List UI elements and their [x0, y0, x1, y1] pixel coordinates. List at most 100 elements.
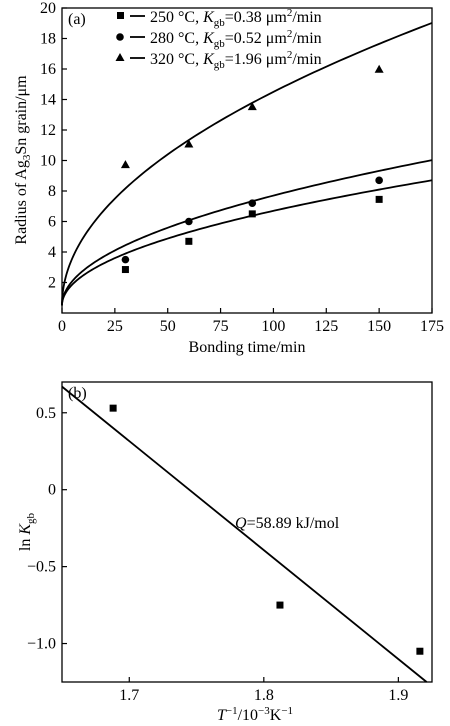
data-point-series-2 [120, 160, 130, 169]
activation-energy-annotation: Q=58.89 kJ/mol [235, 515, 340, 532]
panel-a-data-points [120, 64, 384, 274]
panel-a-y-tick-label: 14 [40, 92, 56, 109]
panel-a-y-tick-label: 20 [40, 0, 56, 17]
x-label-k: K [270, 707, 282, 724]
data-point-series-2 [184, 139, 194, 148]
legend-name-280: 280 °C [150, 30, 195, 47]
legend-k-symbol-320: K [202, 51, 215, 68]
data-point-series-0 [121, 266, 129, 274]
panel-b: 1.7 1.8 1.9 0.5 0 −0.5 −1.0 (b) Q=58.89 kJ/mo… [17, 381, 433, 724]
panel-a-y-tick-label: 16 [40, 61, 56, 78]
y-label-part2: Sn grain/μm [13, 75, 30, 155]
legend-k-symbol-250: K [202, 9, 215, 26]
legend-marker-280 [116, 33, 124, 41]
panel-b-frame [61, 381, 433, 683]
legend-sep-320: , [195, 51, 203, 68]
panel-b-x-tick-label: 1.9 [388, 687, 408, 704]
legend-k-value-280: 0.52 [234, 30, 262, 47]
legend-unit-min-320: /min [292, 51, 321, 68]
data-point-series-0 [248, 210, 256, 218]
panel-a-y-tick-label: 12 [40, 122, 56, 139]
legend-eq-250: = [225, 9, 234, 26]
x-label-t: T [217, 707, 227, 724]
panel-a-x-tick-label: 50 [160, 318, 176, 335]
data-point-series-0 [375, 195, 383, 203]
legend-marker-320 [115, 53, 125, 61]
panel-a-x-tick-label: 75 [213, 318, 229, 335]
legend-unit-min-280: /min [292, 30, 321, 47]
y-label-k: K [17, 523, 34, 536]
panel-a-x-tick-label: 100 [261, 318, 285, 335]
panel-a-y-tick-label: 8 [48, 183, 56, 200]
panel-a-y-label: Radius of Ag3Sn grain/μm [13, 75, 33, 245]
legend-name-320: 320 °C [150, 51, 195, 68]
data-point-series-1 [185, 217, 193, 226]
panel-a-y-tick-label: 4 [48, 244, 56, 261]
arrhenius-fit-line [61, 385, 428, 683]
legend-sep-250: , [195, 9, 203, 26]
y-label-ln: ln [17, 535, 34, 551]
x-label-sup2: −3 [258, 705, 270, 717]
panel-a-x-tick-label: 150 [367, 318, 391, 335]
legend-label-320: 320 °C, Kgb=1.96 μm2/min [150, 49, 322, 71]
y-label-sub: 3 [21, 154, 33, 160]
annotation-q-symbol: Q [235, 515, 247, 532]
legend-unit-sup-250: 2 [287, 7, 293, 19]
data-point-series-0 [185, 237, 193, 245]
panel-b-data-points [109, 404, 424, 655]
legend-unit-280: μm [262, 30, 288, 47]
panel-a-x-label: Bonding time/min [189, 339, 306, 356]
legend-marker-250 [117, 12, 124, 19]
panel-a-y-tick-label: 10 [40, 153, 56, 170]
panel-a-x-tick-label: 0 [58, 318, 66, 335]
panel-b-y-tick-label: 0.5 [36, 405, 56, 422]
panel-b-y-label: ln Kgb [17, 512, 37, 551]
y-label-part1: Radius of Ag [13, 160, 30, 244]
legend-label-250: 250 °C, Kgb=0.38 μm2/min [150, 7, 322, 29]
legend-k-symbol-280: K [202, 30, 215, 47]
panel-a-tag: (a) [68, 11, 86, 28]
fit-curve-series-0 [61, 179, 433, 306]
legend-unit-sup-280: 2 [287, 28, 293, 40]
panel-a-y-ticks: 2 4 6 8 10 12 14 16 18 20 [40, 0, 67, 292]
panel-b-x-tick-label: 1.7 [119, 687, 139, 704]
legend-k-value-320: 1.96 [234, 51, 262, 68]
legend-name-250: 250 °C [150, 9, 195, 26]
legend-sep-280: , [195, 30, 203, 47]
x-label-mid: /10 [238, 707, 258, 724]
panel-b-x-ticks: 1.7 1.8 1.9 [119, 677, 408, 704]
panel-b-y-tick-label: −0.5 [27, 559, 56, 576]
annotation-value: =58.89 kJ/mol [247, 515, 340, 532]
panel-a-x-tick-label: 25 [107, 318, 123, 335]
panel-a-y-tick-label: 2 [48, 275, 56, 292]
legend-unit-sup-320: 2 [287, 49, 293, 61]
legend-k-sub-250: gb [214, 17, 226, 29]
legend-unit-250: μm [262, 9, 288, 26]
panel-a-fit-curves [61, 22, 433, 306]
x-label-sup1: −1 [226, 705, 238, 717]
fit-curve-series-2 [61, 22, 433, 306]
ln-k-data-point [109, 404, 117, 412]
panel-b-y-ticks: 0.5 0 −0.5 −1.0 [27, 405, 67, 653]
data-point-series-1 [121, 255, 130, 264]
data-point-series-2 [247, 102, 257, 111]
legend-unit-min-250: /min [292, 9, 321, 26]
ln-k-data-point [416, 647, 424, 655]
panel-b-x-tick-label: 1.8 [254, 687, 274, 704]
panel-b-tag: (b) [68, 385, 87, 402]
panel-a: 0 25 50 75 100 125 150 175 2 4 6 8 10 12 14 16 18 20 (a)… [13, 0, 444, 356]
legend-k-sub-320: gb [214, 59, 226, 71]
legend-k-sub-280: gb [214, 38, 226, 50]
ln-k-data-point [276, 601, 284, 609]
panel-a-x-tick-label: 125 [314, 318, 338, 335]
panel-a-x-ticks: 0 25 50 75 100 125 150 175 [58, 308, 444, 335]
panel-b-x-label: T−1/10−3K−1 [217, 705, 293, 724]
panel-a-x-tick-label: 175 [420, 318, 444, 335]
panel-b-y-tick-label: −1.0 [27, 636, 56, 653]
legend-k-value-250: 0.38 [234, 9, 262, 26]
legend: 250 °C, Kgb=0.38 μm2/min 280 °C, Kgb=0.5… [115, 7, 322, 71]
y-label-gb: gb [25, 512, 37, 524]
panel-a-y-tick-label: 6 [48, 214, 56, 231]
panel-b-y-tick-label: 0 [48, 482, 56, 499]
